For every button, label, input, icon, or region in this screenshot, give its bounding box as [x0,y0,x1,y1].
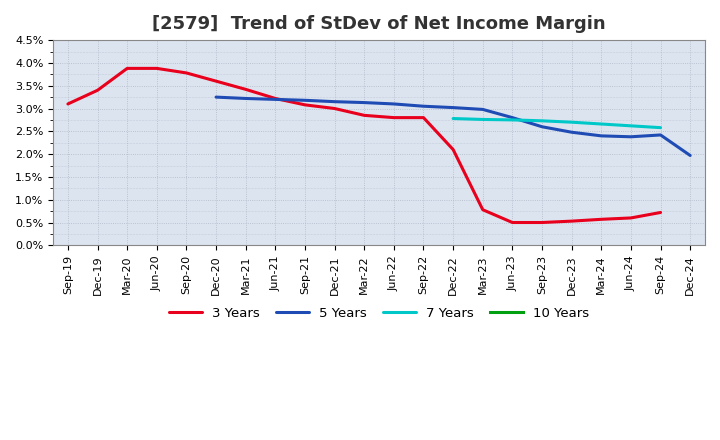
5 Years [330,99,339,104]
3 Years [626,215,635,220]
3 Years [508,220,517,225]
5 Years [626,134,635,139]
3 Years [538,220,546,225]
5 Years [241,96,250,101]
5 Years [390,101,398,106]
3 Years [330,106,339,111]
3 Years [419,115,428,120]
3 Years [241,87,250,92]
3 Years [390,115,398,120]
5 Years [686,153,695,158]
3 Years [182,70,191,76]
7 Years [626,123,635,128]
Title: [2579]  Trend of StDev of Net Income Margin: [2579] Trend of StDev of Net Income Marg… [152,15,606,33]
5 Years [301,98,310,103]
5 Years [508,115,517,120]
3 Years [567,219,576,224]
5 Years [419,103,428,109]
3 Years [63,101,72,106]
3 Years [153,66,161,71]
3 Years [123,66,132,71]
3 Years [93,88,102,93]
Line: 5 Years: 5 Years [216,97,690,155]
7 Years [597,121,606,127]
Legend: 3 Years, 5 Years, 7 Years, 10 Years: 3 Years, 5 Years, 7 Years, 10 Years [163,301,595,325]
5 Years [479,107,487,112]
3 Years [212,78,220,84]
3 Years [479,207,487,213]
5 Years [212,95,220,100]
3 Years [301,102,310,107]
3 Years [597,216,606,222]
Line: 3 Years: 3 Years [68,68,660,223]
5 Years [538,124,546,129]
7 Years [449,116,457,121]
7 Years [479,117,487,122]
3 Years [360,113,369,118]
7 Years [567,120,576,125]
3 Years [656,210,665,215]
5 Years [449,105,457,110]
Line: 7 Years: 7 Years [453,118,660,128]
5 Years [360,100,369,105]
7 Years [538,118,546,124]
3 Years [449,147,457,152]
5 Years [656,132,665,138]
7 Years [656,125,665,130]
3 Years [271,96,279,101]
5 Years [597,133,606,139]
5 Years [567,129,576,135]
5 Years [271,97,279,102]
7 Years [508,117,517,123]
